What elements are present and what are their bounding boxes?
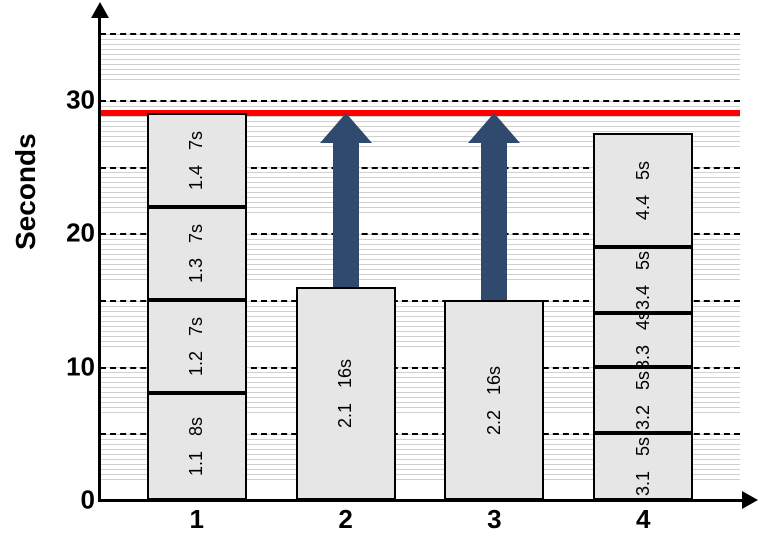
bar-segment: 4.4 5s <box>593 133 693 246</box>
slack-arrow-head <box>468 113 520 143</box>
segment-label: 3.3 4s <box>630 310 657 369</box>
x-tick: 3 <box>487 504 501 535</box>
segment-label: 1.3 7s <box>183 224 210 283</box>
bar-segment: 3.2 5s <box>593 367 693 434</box>
gridline <box>100 100 740 102</box>
bar-segment: 1.1 8s <box>147 393 247 500</box>
hatched-band <box>100 33 740 80</box>
segment-label: 3.1 5s <box>630 437 657 496</box>
segment-label: 3.4 5s <box>630 250 657 309</box>
bar-segment: 3.3 4s <box>593 313 693 366</box>
y-tick: 20 <box>50 218 95 249</box>
bar-segment: 3.4 5s <box>593 247 693 314</box>
y-tick: 10 <box>50 351 95 382</box>
x-tick: 1 <box>190 504 204 535</box>
gridline <box>100 33 740 35</box>
segment-label: 1.2 7s <box>183 317 210 376</box>
bar-segment: 1.3 7s <box>147 207 247 300</box>
bar-segment: 1.2 7s <box>147 300 247 393</box>
y-axis-label: Seconds <box>10 133 42 250</box>
x-tick: 4 <box>636 504 650 535</box>
bar-segment: 1.4 7s <box>147 113 247 206</box>
slack-arrow-head <box>320 113 372 143</box>
segment-label: 2.1 16s <box>332 359 359 428</box>
y-axis-arrow <box>91 2 109 18</box>
plot-area: 11.1 8s1.2 7s1.3 7s1.4 7s22.1 16s32.2 16… <box>100 20 740 500</box>
x-tick: 2 <box>338 504 352 535</box>
y-tick: 0 <box>50 485 95 516</box>
segment-label: 3.2 5s <box>630 370 657 429</box>
y-tick: 30 <box>50 85 95 116</box>
segment-label: 1.1 8s <box>183 417 210 476</box>
y-axis <box>98 10 101 500</box>
x-axis-arrow <box>742 491 758 509</box>
slack-arrow <box>333 141 359 286</box>
bar-segment: 2.1 16s <box>296 287 396 500</box>
segment-label: 1.4 7s <box>183 130 210 189</box>
segment-label: 2.2 16s <box>481 365 508 434</box>
bar-segment: 3.1 5s <box>593 433 693 500</box>
chart-area: 11.1 8s1.2 7s1.3 7s1.4 7s22.1 16s32.2 16… <box>100 20 740 500</box>
segment-label: 4.4 5s <box>630 160 657 219</box>
bar-segment: 2.2 16s <box>444 300 544 500</box>
slack-arrow <box>481 141 507 300</box>
